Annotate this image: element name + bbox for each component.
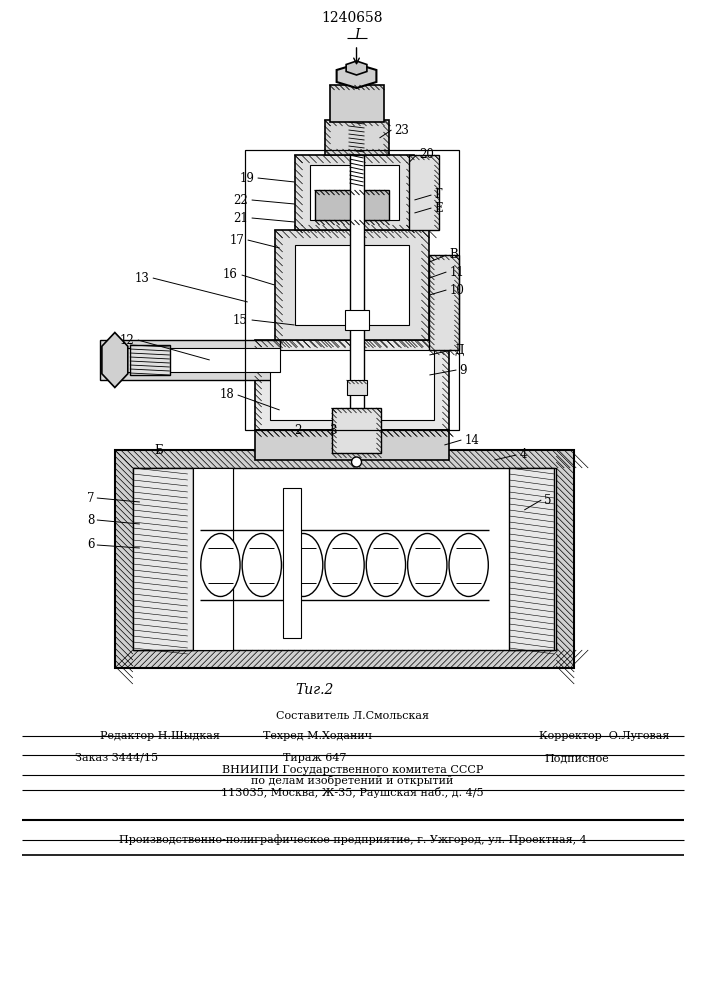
Bar	[295, 245, 409, 325]
Ellipse shape	[408, 534, 447, 596]
Text: 8: 8	[88, 514, 95, 526]
Text: 4: 4	[520, 448, 527, 462]
Text: В: В	[450, 248, 458, 261]
Text: Подписное: Подписное	[544, 753, 609, 763]
Polygon shape	[102, 332, 128, 387]
Bar	[130, 345, 170, 375]
Text: 10: 10	[450, 284, 464, 296]
Bar	[274, 230, 429, 340]
Ellipse shape	[242, 534, 281, 596]
Bar	[429, 255, 460, 350]
Text: 1240658: 1240658	[322, 11, 383, 25]
Text: 2: 2	[295, 424, 302, 436]
Bar	[310, 165, 399, 220]
Ellipse shape	[366, 534, 406, 596]
Text: 14: 14	[464, 434, 479, 446]
Bar	[193, 468, 233, 650]
Text: 23: 23	[395, 123, 409, 136]
Text: 13: 13	[135, 271, 150, 284]
Text: 5: 5	[544, 493, 551, 506]
Text: ВНИИПИ Государственного комитета СССР: ВНИИПИ Государственного комитета СССР	[222, 765, 483, 775]
Bar	[255, 340, 450, 430]
Text: по делам изобретений и открытий: по делам изобретений и открытий	[251, 776, 454, 786]
Bar	[344, 310, 368, 330]
Text: Τиг.2: Τиг.2	[296, 683, 334, 697]
Text: Д: Д	[455, 344, 464, 357]
Bar	[325, 120, 390, 155]
Text: 16: 16	[223, 268, 238, 282]
Text: Заказ 3444/15: Заказ 3444/15	[75, 753, 158, 763]
Text: I: I	[354, 28, 359, 42]
Bar	[349, 85, 365, 155]
Text: Производственно-полиграфическое предприятие, г. Ужгород, ул. Проектная, 4: Производственно-полиграфическое предприя…	[119, 835, 586, 845]
Text: 18: 18	[220, 388, 235, 401]
Bar	[332, 408, 382, 453]
Text: Техред М.Ходанич: Техред М.Ходанич	[263, 731, 372, 741]
Text: 7: 7	[88, 491, 95, 504]
Bar	[409, 155, 440, 230]
Text: 19: 19	[240, 172, 255, 184]
Text: 3: 3	[329, 424, 337, 436]
Bar	[269, 350, 434, 420]
Text: 22: 22	[233, 194, 247, 207]
Text: Корректор  О.Луговая: Корректор О.Луговая	[539, 731, 670, 741]
Bar	[115, 450, 574, 668]
Text: Составитель Л.Смольская: Составитель Л.Смольская	[276, 711, 429, 721]
Bar	[120, 348, 280, 372]
Bar	[133, 468, 556, 650]
Text: 15: 15	[233, 314, 247, 326]
Text: Е: Е	[434, 202, 443, 215]
Circle shape	[351, 457, 361, 467]
Bar	[349, 90, 363, 450]
Bar	[193, 468, 233, 650]
Bar	[346, 380, 366, 395]
Bar	[315, 190, 390, 220]
Text: 12: 12	[120, 334, 135, 347]
Text: Редактор Н.Шыдкая: Редактор Н.Шыдкая	[100, 731, 220, 741]
Bar	[283, 488, 300, 638]
Text: Б: Б	[155, 444, 163, 456]
Polygon shape	[337, 64, 376, 88]
Text: 6: 6	[88, 538, 95, 552]
Bar	[295, 155, 414, 230]
Text: Г: Г	[434, 188, 443, 202]
Text: 21: 21	[233, 212, 247, 225]
Text: 113035, Москва, Ж-35, Раушская наб., д. 4/5: 113035, Москва, Ж-35, Раушская наб., д. …	[221, 788, 484, 798]
Text: Тираж 647: Тираж 647	[283, 753, 346, 763]
Ellipse shape	[449, 534, 489, 596]
Bar	[255, 430, 450, 460]
Bar	[133, 468, 193, 650]
Ellipse shape	[325, 534, 364, 596]
Text: 9: 9	[460, 363, 467, 376]
Text: 20: 20	[419, 148, 434, 161]
Ellipse shape	[284, 534, 323, 596]
Text: 17: 17	[230, 233, 245, 246]
Bar	[329, 85, 385, 122]
Text: 11: 11	[450, 265, 464, 278]
Bar	[100, 340, 280, 380]
Polygon shape	[346, 61, 367, 75]
Bar	[509, 468, 554, 650]
Ellipse shape	[201, 534, 240, 596]
